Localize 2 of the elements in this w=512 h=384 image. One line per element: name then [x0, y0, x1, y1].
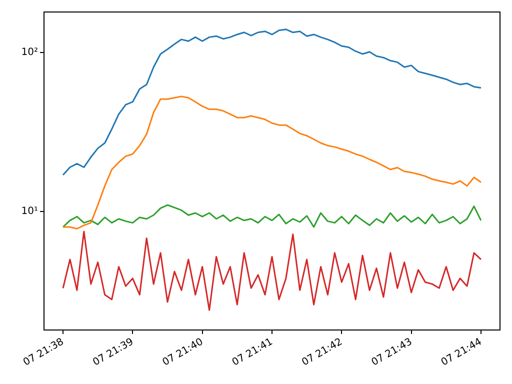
y-tick-label: 10²	[21, 47, 38, 58]
y-tick-label: 10¹	[21, 206, 38, 218]
